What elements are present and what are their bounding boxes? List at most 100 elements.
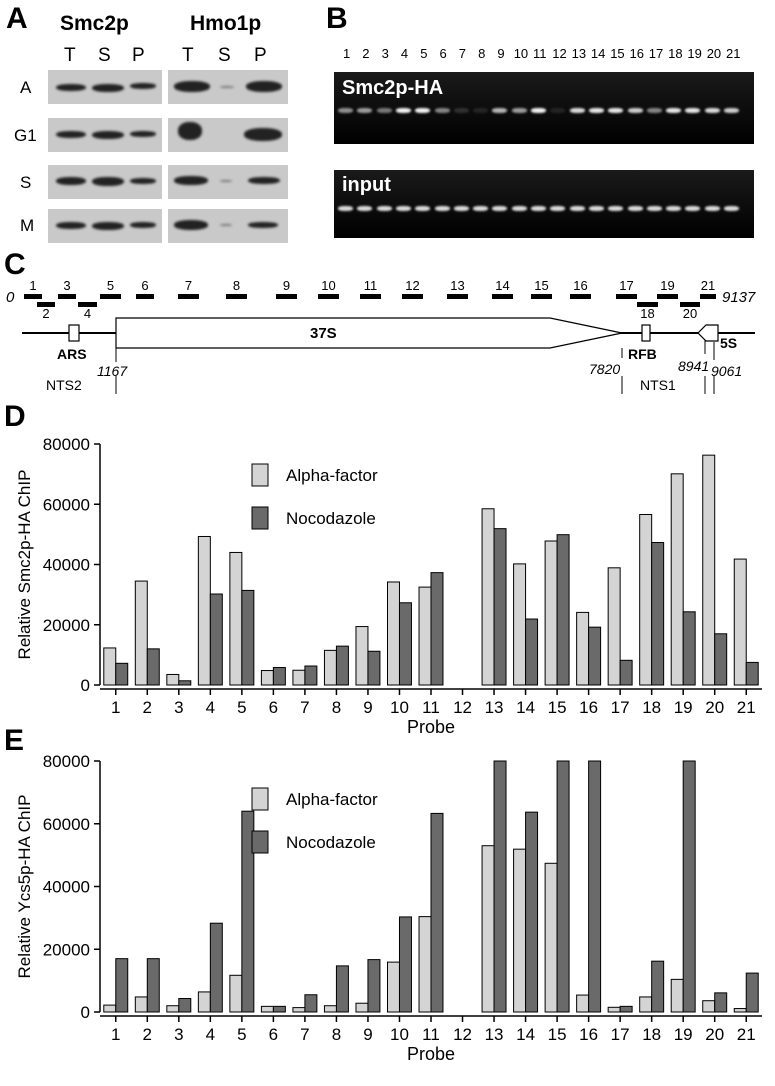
- bar-alpha-factor: [670, 978, 684, 1013]
- gel-band: [666, 108, 682, 113]
- probe-bar: [700, 294, 716, 299]
- blot-hmo1p-m: [168, 209, 288, 243]
- bar-alpha-factor: [103, 647, 117, 686]
- bar-alpha-factor: [481, 845, 495, 1013]
- probe-number: 9: [283, 278, 290, 293]
- probe-bar: [24, 294, 42, 299]
- x-tick-label: 17: [611, 1025, 630, 1044]
- bar-alpha-factor: [607, 567, 621, 686]
- x-tick-label: 16: [579, 698, 598, 717]
- panel-d-letter: D: [4, 400, 26, 433]
- gel-band: [357, 206, 373, 211]
- bar-alpha-factor: [670, 473, 684, 686]
- gel-band: [376, 108, 392, 113]
- bar-alpha-factor: [576, 994, 590, 1013]
- nts1-label: NTS1: [640, 377, 676, 393]
- probe-bar: [58, 294, 76, 299]
- bar-alpha-factor: [292, 1007, 306, 1013]
- probe-number: 21: [701, 278, 715, 293]
- bar-nocodazole: [714, 992, 728, 1013]
- x-tick-label: 4: [206, 1025, 215, 1044]
- nts2-label: NTS2: [46, 377, 82, 393]
- protein-label-hmo1p: Hmo1p: [190, 12, 262, 35]
- x-tick-label: 13: [485, 1025, 504, 1044]
- fraction-label-t2: T: [182, 45, 194, 66]
- rdna-map: 0 9137 1 3 5 6 7 8 9 10 11 12 13 14 15 16 17 19 212 4 18 20…: [6, 278, 756, 379]
- gel-band: [724, 108, 739, 113]
- lane-number: 17: [648, 46, 664, 61]
- five-s-arrow: [697, 324, 719, 342]
- map-end-coord: 9137: [722, 289, 756, 306]
- y-tick-label: 80000: [43, 752, 90, 771]
- bar-nocodazole: [241, 810, 255, 1013]
- y-axis-label: Relative Smc2p-HA ChIP: [15, 470, 34, 660]
- bar-alpha-factor: [323, 1005, 337, 1013]
- lane-number: 16: [629, 46, 644, 61]
- bar-nocodazole: [304, 994, 318, 1013]
- gel-band: [415, 206, 431, 211]
- lane-number: 21: [726, 46, 741, 61]
- lane-number: 15: [610, 46, 625, 61]
- map-start-coord: 0: [6, 289, 15, 306]
- blot-smc2p-a: [48, 70, 162, 104]
- probe-bar: [78, 302, 97, 307]
- lane-number: 13: [571, 46, 587, 61]
- probe-number: 2: [42, 306, 49, 321]
- lane-number: 9: [497, 46, 505, 61]
- bar-nocodazole: [430, 572, 444, 686]
- bar-nocodazole: [588, 760, 602, 1013]
- ars-box: [68, 324, 80, 342]
- bar-nocodazole: [682, 611, 696, 686]
- probe-number: 3: [63, 278, 70, 293]
- gene-37s-label: 37S: [310, 325, 337, 342]
- legend-swatch: [251, 830, 269, 854]
- gel-band: [646, 206, 662, 211]
- bar-nocodazole: [272, 1005, 286, 1013]
- x-tick-label: 20: [705, 1025, 724, 1044]
- bar-alpha-factor: [639, 513, 653, 686]
- coord-7820: 7820: [589, 361, 620, 377]
- bar-nocodazole: [115, 662, 129, 686]
- y-tick-label: 20000: [43, 616, 90, 635]
- bar-alpha-factor: [103, 1004, 117, 1013]
- gel-band: [569, 206, 585, 211]
- row-label-a: A: [20, 78, 32, 97]
- bar-alpha-factor: [733, 1008, 747, 1013]
- gel-band: [492, 206, 508, 211]
- bar-alpha-factor: [355, 626, 369, 686]
- legend-swatch: [251, 463, 269, 487]
- bar-nocodazole: [619, 1005, 633, 1013]
- probe-bar: [637, 302, 658, 307]
- probe-bar: [657, 294, 678, 299]
- bar-nocodazole: [146, 648, 160, 686]
- bar-alpha-factor: [639, 996, 653, 1013]
- gel-band: [627, 108, 643, 113]
- bar-alpha-factor: [733, 558, 747, 686]
- gel-band: [492, 108, 508, 113]
- x-tick-label: 14: [516, 698, 535, 717]
- gel-band: [608, 206, 624, 211]
- bar-alpha-factor: [229, 974, 243, 1013]
- probe-bar: [226, 294, 247, 299]
- fraction-label-s2: S: [218, 45, 231, 66]
- bar-alpha-factor: [418, 586, 432, 686]
- gel-band: [453, 206, 469, 211]
- bar-nocodazole: [178, 998, 192, 1013]
- gel-band: [376, 206, 392, 211]
- gel-band: [415, 108, 431, 113]
- probe-bar: [37, 302, 55, 307]
- bar-alpha-factor: [386, 961, 400, 1013]
- bar-alpha-factor: [576, 611, 590, 686]
- x-tick-label: 9: [363, 1025, 372, 1044]
- bar-nocodazole: [367, 959, 381, 1013]
- bar-nocodazole: [304, 665, 318, 686]
- gel-band: [338, 108, 353, 113]
- x-tick-label: 13: [485, 698, 504, 717]
- x-tick-label: 20: [705, 698, 724, 717]
- bar-nocodazole: [398, 602, 412, 686]
- bar-alpha-factor: [260, 670, 274, 686]
- bar-alpha-factor: [513, 563, 527, 686]
- x-tick-label: 16: [579, 1025, 598, 1044]
- y-tick-label: 60000: [43, 495, 90, 514]
- gel-label-smc2p-ha: Smc2p-HA: [342, 77, 444, 99]
